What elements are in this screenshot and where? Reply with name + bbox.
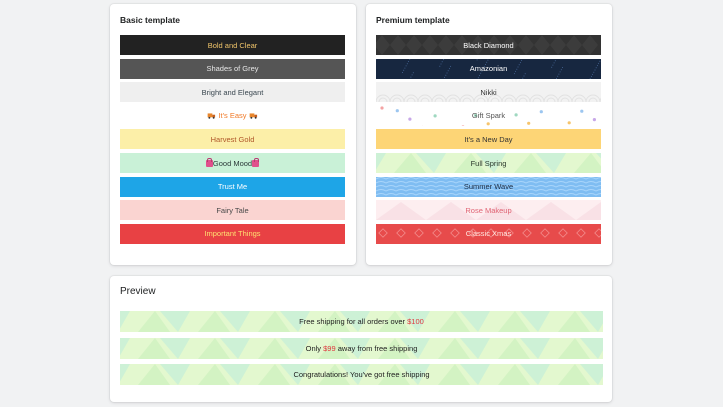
template-label-text: Fairy Tale xyxy=(216,205,249,215)
basic-important-things[interactable]: Important Things xyxy=(120,223,345,244)
template-label: Bold and Clear xyxy=(208,41,258,50)
preview-message-text: Free shipping for all orders over $100 xyxy=(299,317,424,326)
template-label: Important Things xyxy=(204,229,260,238)
template-label-text: Trust Me xyxy=(217,182,248,192)
template-label: Harvest Gold xyxy=(211,135,255,144)
template-label: Full Spring xyxy=(471,159,507,168)
basic-it-s-easy[interactable]: It's Easy xyxy=(120,105,345,126)
template-label: Summer Wave xyxy=(464,182,513,191)
template-pattern xyxy=(376,153,601,173)
template-label-text: It's Easy xyxy=(218,111,247,121)
shopping-bag-icon xyxy=(205,158,213,168)
basic-shades-of-grey[interactable]: Shades of Grey xyxy=(120,58,345,79)
template-label-text: Good Mood xyxy=(212,158,253,168)
template-pattern xyxy=(376,94,601,103)
template-label: Fairy Tale xyxy=(216,206,248,215)
premium-full-spring[interactable]: Full Spring xyxy=(376,153,601,173)
preview-message-bar: Only $99 away from free shipping xyxy=(120,337,603,359)
template-label: It's a New Day xyxy=(464,135,512,144)
template-label-text: Important Things xyxy=(204,229,261,239)
template-label: Bright and Elegant xyxy=(202,88,264,97)
template-label-text: Summer Wave xyxy=(463,182,514,192)
preview-pattern xyxy=(120,337,603,359)
template-pattern xyxy=(376,202,601,221)
template-label-text: Full Spring xyxy=(470,158,507,168)
basic-trust-me[interactable]: Trust Me xyxy=(120,176,345,197)
premium-classic-xmas[interactable]: Classic Xmas xyxy=(376,223,601,244)
template-label: Trust Me xyxy=(218,182,247,191)
basic-bold-and-clear[interactable]: Bold and Clear xyxy=(120,35,345,55)
template-label-text: Classic Xmas xyxy=(465,229,512,239)
premium-template-title: Premium template xyxy=(376,15,450,25)
template-label-text: Rose Makeup xyxy=(465,205,512,215)
template-label: Good Mood xyxy=(205,158,260,168)
truck-icon xyxy=(249,113,258,120)
template-label-text: Bold and Clear xyxy=(207,40,258,50)
preview-title: Preview xyxy=(120,286,156,297)
template-label: Classic Xmas xyxy=(466,229,511,238)
shopping-bag-icon xyxy=(252,158,260,168)
basic-harvest-gold[interactable]: Harvest Gold xyxy=(120,129,345,150)
basic-good-mood[interactable]: Good Mood xyxy=(120,153,345,173)
message-text-before: Free shipping for all orders over xyxy=(299,317,408,326)
template-pattern xyxy=(376,35,598,55)
template-label: Gift Spark xyxy=(472,111,505,120)
truck-icon xyxy=(207,113,216,120)
preview-pattern xyxy=(120,364,603,385)
template-pattern xyxy=(376,176,601,196)
preview-pattern xyxy=(120,311,603,332)
template-label-text: Amazonian xyxy=(469,64,508,74)
preview-card: Preview Free shipping for all orders ove… xyxy=(110,276,612,402)
template-pattern xyxy=(378,227,601,238)
template-label-text: It's a New Day xyxy=(464,134,513,144)
template-label: Rose Makeup xyxy=(465,206,511,215)
template-label-text: Nikki xyxy=(480,87,497,97)
template-label-text: Bright and Elegant xyxy=(201,87,264,97)
basic-template-title: Basic template xyxy=(120,15,180,25)
template-label: Nikki xyxy=(480,88,496,97)
message-text-after: away from free shipping xyxy=(335,343,418,353)
premium-summer-wave[interactable]: Summer Wave xyxy=(376,176,601,197)
message-amount: $99 xyxy=(323,343,336,353)
message-text-before: Congratulations! You've got free shippin… xyxy=(293,370,430,379)
premium-amazonian[interactable]: Amazonian xyxy=(376,58,601,79)
premium-gift-spark[interactable]: Gift Spark xyxy=(376,105,601,126)
template-label: Amazonian xyxy=(470,64,508,73)
template-label-text: Gift Spark xyxy=(471,111,506,121)
preview-message-bar: Congratulations! You've got free shippin… xyxy=(120,364,603,385)
template-label: It's Easy xyxy=(207,111,257,120)
template-label-text: Harvest Gold xyxy=(210,134,255,144)
template-pattern xyxy=(376,58,601,79)
premium-rose-makeup[interactable]: Rose Makeup xyxy=(376,200,601,221)
premium-it-s-a-new-day[interactable]: It's a New Day xyxy=(376,129,601,150)
preview-message-bar: Free shipping for all orders over $100 xyxy=(120,311,603,332)
basic-fairy-tale[interactable]: Fairy Tale xyxy=(120,200,345,221)
template-pattern xyxy=(380,106,596,126)
premium-black-diamond[interactable]: Black Diamond xyxy=(376,35,601,55)
template-label: Black Diamond xyxy=(463,41,513,50)
template-label-text: Shades of Grey xyxy=(206,64,259,74)
message-amount: $100 xyxy=(407,317,424,326)
basic-bright-and-elegant[interactable]: Bright and Elegant xyxy=(120,82,345,103)
basic-template-card: Basic template Bold and Clear Shades of G… xyxy=(110,4,356,265)
premium-template-card: Premium template Black Diamond Amazonian N… xyxy=(366,4,612,265)
preview-message-text: Congratulations! You've got free shippin… xyxy=(293,370,429,379)
message-text-before: Only xyxy=(305,343,324,353)
premium-nikki[interactable]: Nikki xyxy=(376,82,601,103)
template-label-text: Black Diamond xyxy=(463,40,514,50)
preview-message-text: Only $99 away from free shipping xyxy=(306,344,418,353)
template-label: Shades of Grey xyxy=(206,64,258,73)
